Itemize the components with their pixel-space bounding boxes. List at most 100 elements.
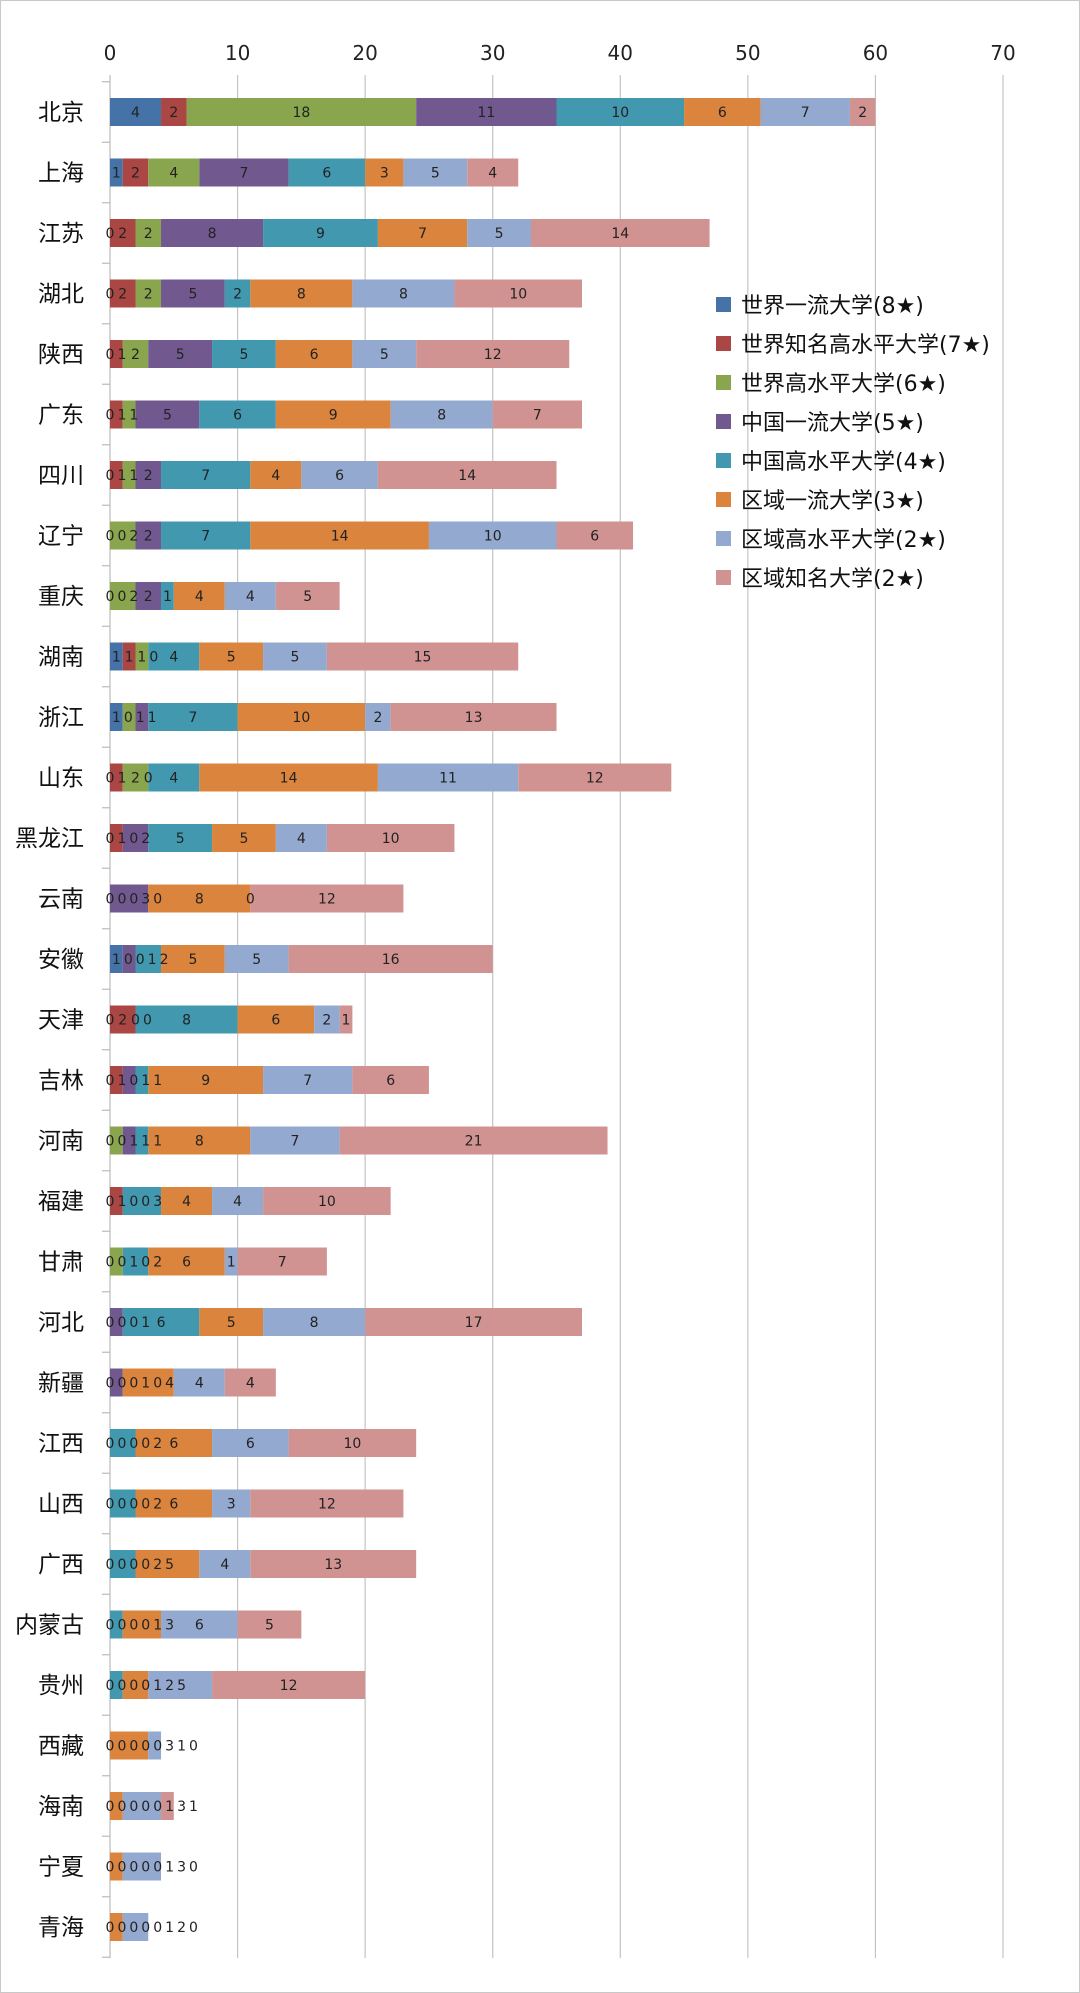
data-label: 1 [165, 1920, 174, 1936]
bar-segment [275, 340, 353, 368]
data-label: 2 [118, 226, 127, 242]
data-label: 0 [117, 1799, 126, 1815]
bar-segment [110, 1792, 123, 1820]
data-label: 6 [182, 1255, 191, 1271]
data-label: 0 [106, 1799, 115, 1815]
bar-segment [212, 1489, 251, 1518]
legend-swatch [716, 570, 731, 585]
data-label: 0 [136, 952, 145, 968]
data-label: 10 [292, 710, 310, 726]
bar-segment [161, 98, 187, 126]
bar-segment [148, 884, 251, 913]
data-label: 4 [297, 831, 306, 847]
bar-segment [110, 1731, 149, 1760]
bar-segment [110, 219, 136, 247]
data-label: 6 [335, 468, 344, 484]
legend-swatch [716, 492, 731, 507]
data-label: 5 [188, 287, 197, 303]
bar-segment [467, 219, 531, 247]
data-label: 13 [324, 1557, 342, 1573]
bar-segment [148, 763, 200, 792]
category-label: 山东 [38, 766, 84, 792]
bar-segment [110, 400, 123, 429]
bar-segment [556, 521, 634, 550]
bar-segment [110, 158, 123, 187]
x-tick-label: 30 [480, 41, 505, 65]
category-label: 吉林 [38, 1068, 84, 1094]
data-label: 2 [177, 1920, 186, 1936]
data-label: 5 [176, 347, 185, 363]
bar-segment [173, 582, 225, 610]
legend-label: 区域知名大学(2★) [741, 567, 924, 592]
bar-segment [416, 98, 557, 126]
x-tick-label: 20 [352, 41, 377, 65]
data-label: 0 [141, 1678, 150, 1694]
data-label: 0 [153, 1376, 162, 1392]
data-label: 2 [153, 1255, 162, 1271]
data-label: 8 [437, 408, 446, 424]
x-tick-label: 70 [990, 41, 1015, 65]
data-label: 0 [106, 468, 115, 484]
category-label: 安徽 [38, 947, 84, 973]
bar-segment [263, 1187, 391, 1215]
x-tick-label: 10 [225, 41, 250, 65]
bar-segment [122, 461, 136, 489]
data-label: 10 [343, 1436, 361, 1452]
data-label: 8 [208, 226, 217, 242]
data-label: 0 [117, 1860, 126, 1876]
bar-segment [250, 461, 302, 489]
data-label: 6 [590, 529, 599, 545]
bar-segment [110, 1187, 123, 1215]
bar-segment [122, 400, 136, 429]
data-label: 0 [106, 1739, 115, 1755]
category-label: 河北 [38, 1310, 84, 1336]
bar-segment [212, 1187, 264, 1215]
data-label: 8 [195, 1134, 204, 1150]
data-label: 0 [117, 1134, 126, 1150]
data-label: 2 [129, 529, 138, 545]
data-label: 0 [106, 1073, 115, 1089]
data-label: 17 [465, 1315, 483, 1331]
bar-segment [122, 1066, 136, 1094]
data-label: 0 [106, 1860, 115, 1876]
bar-segment [377, 763, 519, 792]
data-label: 8 [195, 892, 204, 908]
bar-segment [135, 1005, 238, 1034]
data-label: 0 [106, 589, 115, 605]
bar-segment [237, 1247, 327, 1276]
data-label: 5 [265, 1618, 274, 1634]
bar-segment [199, 1550, 251, 1578]
data-label: 12 [484, 347, 502, 363]
data-label: 0 [141, 1194, 150, 1210]
bar-segment [110, 642, 123, 671]
data-label: 4 [169, 650, 178, 666]
bar-segment [250, 884, 404, 913]
bar-segment [161, 279, 225, 308]
data-label: 1 [141, 1134, 150, 1150]
data-label: 0 [153, 1860, 162, 1876]
bar-segment [122, 1247, 149, 1276]
bar-segment [530, 219, 710, 247]
bar-segment [148, 824, 213, 852]
bar-segment [110, 884, 149, 913]
bar-segment [492, 400, 583, 429]
data-label: 9 [329, 408, 338, 424]
bar-segment [173, 1368, 225, 1397]
data-label: 1 [165, 1799, 174, 1815]
data-label: 9 [201, 1073, 210, 1089]
data-label: 0 [246, 892, 255, 908]
data-label: 16 [382, 952, 400, 968]
bar-segment [161, 521, 251, 550]
bar-segment [122, 1671, 149, 1699]
category-label: 辽宁 [38, 524, 84, 550]
data-label: 0 [124, 710, 133, 726]
bar-segment [377, 219, 468, 247]
data-label: 0 [129, 1557, 138, 1573]
legend-swatch [716, 453, 731, 468]
bar-segment [110, 582, 136, 610]
data-label: 1 [117, 1194, 126, 1210]
data-label: 10 [382, 831, 400, 847]
bar-segment [416, 340, 570, 368]
data-label: 0 [124, 952, 133, 968]
bar-segment [377, 461, 557, 489]
